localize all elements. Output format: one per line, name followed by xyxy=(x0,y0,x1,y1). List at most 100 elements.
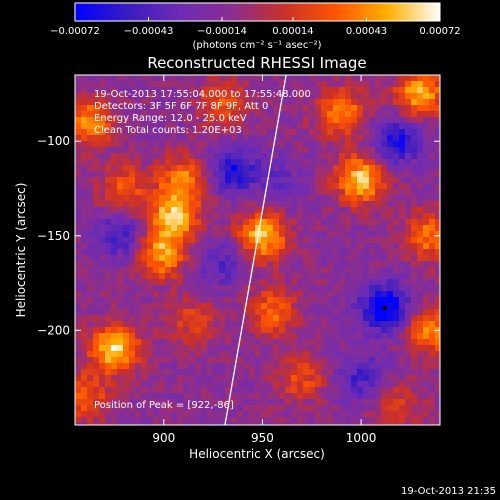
heatmap-cell xyxy=(375,327,381,333)
heatmap-cell xyxy=(111,399,117,405)
heatmap-cell xyxy=(117,147,123,153)
heatmap-cell xyxy=(357,111,363,117)
heatmap-cell xyxy=(429,267,435,273)
heatmap-cell xyxy=(291,357,297,363)
heatmap-cell xyxy=(159,333,165,339)
heatmap-cell xyxy=(75,123,81,129)
heatmap-cell xyxy=(309,405,315,411)
heatmap-cell xyxy=(273,75,279,81)
heatmap-cell xyxy=(387,105,393,111)
heatmap-cell xyxy=(189,333,195,339)
heatmap-cell xyxy=(273,375,279,381)
colorbar-tick-label: −0.00072 xyxy=(50,26,100,37)
heatmap-cell xyxy=(117,279,123,285)
heatmap-cell xyxy=(105,135,111,141)
heatmap-cell xyxy=(315,105,321,111)
heatmap-cell xyxy=(339,147,345,153)
heatmap-cell xyxy=(375,291,381,297)
heatmap-cell xyxy=(99,387,105,393)
heatmap-cell xyxy=(243,285,249,291)
heatmap-cell xyxy=(81,297,87,303)
heatmap-cell xyxy=(195,393,201,399)
heatmap-cell xyxy=(279,219,285,225)
heatmap-cell xyxy=(255,207,261,213)
heatmap-cell xyxy=(267,177,273,183)
heatmap-cell xyxy=(345,243,351,249)
heatmap-cell xyxy=(213,243,219,249)
heatmap-cell xyxy=(417,303,423,309)
heatmap-cell xyxy=(189,123,195,129)
heatmap-cell xyxy=(219,267,225,273)
heatmap-cell xyxy=(345,171,351,177)
x-axis-ticks: 900 950 1000 xyxy=(152,75,376,445)
heatmap-cell xyxy=(243,339,249,345)
heatmap-cell xyxy=(75,303,81,309)
heatmap-cell xyxy=(261,405,267,411)
heatmap-cell xyxy=(351,303,357,309)
heatmap-cell xyxy=(429,315,435,321)
heatmap-cell xyxy=(123,369,129,375)
heatmap-cell xyxy=(81,327,87,333)
heatmap-cell xyxy=(87,387,93,393)
heatmap-cell xyxy=(357,159,363,165)
heatmap-cell xyxy=(381,153,387,159)
heatmap-cell xyxy=(363,147,369,153)
heatmap-cell xyxy=(81,159,87,165)
heatmap-cell xyxy=(183,129,189,135)
heatmap-cell xyxy=(273,201,279,207)
heatmap-cell xyxy=(423,339,429,345)
heatmap-cell xyxy=(171,405,177,411)
heatmap-cell xyxy=(141,207,147,213)
heatmap-cell xyxy=(255,105,261,111)
heatmap-cell xyxy=(405,327,411,333)
heatmap-cell xyxy=(333,321,339,327)
heatmap-cell xyxy=(363,297,369,303)
heatmap-cell xyxy=(129,111,135,117)
heatmap-cell xyxy=(231,321,237,327)
heatmap-cell xyxy=(435,159,440,165)
heatmap-cell xyxy=(237,165,243,171)
heatmap-cell xyxy=(315,219,321,225)
heatmap-cell xyxy=(321,381,327,387)
heatmap-cell xyxy=(171,213,177,219)
heatmap-cell xyxy=(195,279,201,285)
heatmap-cell xyxy=(105,273,111,279)
heatmap-cell xyxy=(177,207,183,213)
heatmap-cell xyxy=(75,243,81,249)
heatmap-cell xyxy=(279,363,285,369)
heatmap-cell xyxy=(393,225,399,231)
heatmap-cell xyxy=(351,399,357,405)
heatmap-cell xyxy=(147,99,153,105)
y-tick-label: −200 xyxy=(37,323,70,337)
heatmap-cell xyxy=(159,225,165,231)
heatmap-cell xyxy=(183,99,189,105)
heatmap-cell xyxy=(147,237,153,243)
heatmap-cell xyxy=(171,339,177,345)
heatmap-cell xyxy=(363,99,369,105)
heatmap-cell xyxy=(399,309,405,315)
heatmap-cell xyxy=(423,117,429,123)
heatmap-cell xyxy=(159,297,165,303)
heatmap-cell xyxy=(75,375,81,381)
heatmap-cell xyxy=(273,249,279,255)
heatmap-cell xyxy=(327,423,333,425)
heatmap-cell xyxy=(231,183,237,189)
heatmap-cell xyxy=(141,291,147,297)
heatmap-cell xyxy=(117,189,123,195)
heatmap-cell xyxy=(159,93,165,99)
heatmap-cell xyxy=(309,327,315,333)
heatmap-cell xyxy=(123,153,129,159)
heatmap-cell xyxy=(381,159,387,165)
heatmap-cell xyxy=(147,333,153,339)
heatmap-cell xyxy=(393,417,399,423)
heatmap-cell xyxy=(117,309,123,315)
heatmap-cell xyxy=(375,189,381,195)
heatmap-cell xyxy=(105,357,111,363)
heatmap-cell xyxy=(135,147,141,153)
heatmap-cell xyxy=(249,75,255,81)
heatmap-cell xyxy=(129,129,135,135)
heatmap-cell xyxy=(315,423,321,425)
heatmap-cell xyxy=(303,393,309,399)
heatmap-cell xyxy=(183,261,189,267)
colorbar-gradient xyxy=(74,2,441,22)
